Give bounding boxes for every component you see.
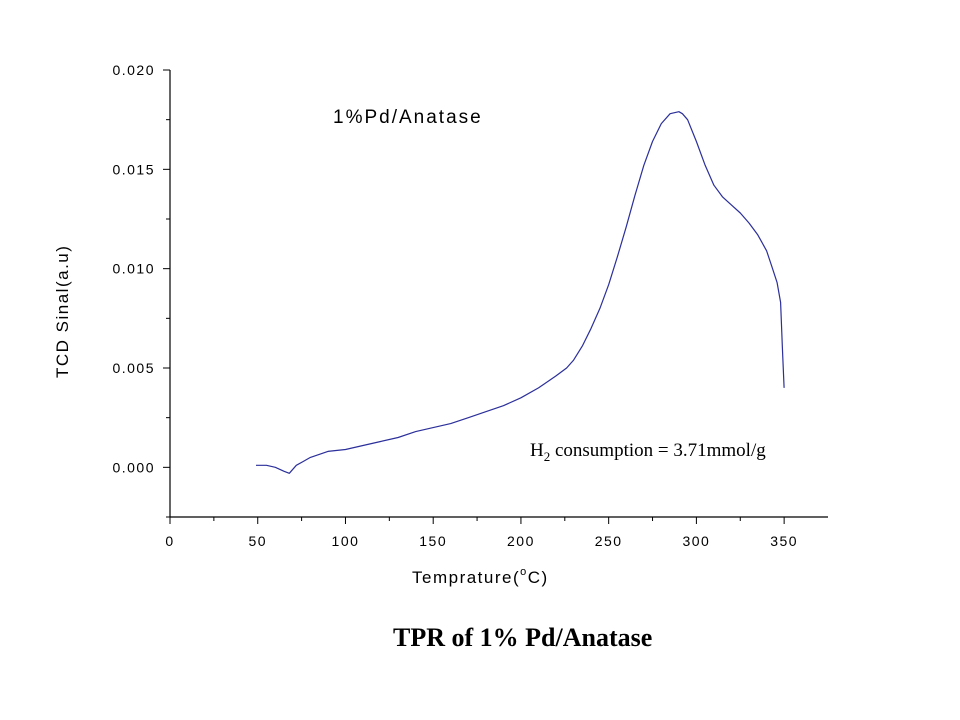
series-label: 1%Pd/Anatase xyxy=(333,107,483,128)
y-tick-label: 0.010 xyxy=(112,261,155,277)
x-axis: 0 50 100 150 200 250 300 350 xyxy=(165,517,798,549)
x-tick-label: 100 xyxy=(332,533,360,549)
x-axis-label-degree: o xyxy=(520,566,528,578)
y-tick-label: 0.005 xyxy=(112,360,155,376)
annotation-prefix: H xyxy=(530,440,544,461)
annotation-subscript: 2 xyxy=(544,449,551,464)
series-line-0 xyxy=(256,111,785,474)
x-tick-label: 300 xyxy=(682,533,710,549)
annotation-text: consumption = 3.71mmol/g xyxy=(550,440,766,461)
y-axis: 0.000 0.005 0.010 0.015 0.020 xyxy=(112,62,170,518)
y-tick-label: 0.000 xyxy=(112,459,155,475)
x-tick-label: 350 xyxy=(770,533,798,549)
x-tick-label: 0 xyxy=(165,533,174,549)
x-axis-label-text: Temprature( xyxy=(412,568,520,587)
series-layer xyxy=(256,111,785,474)
x-tick-label: 250 xyxy=(595,533,623,549)
x-tick-label: 150 xyxy=(419,533,447,549)
x-axis-label: Temprature(oC) xyxy=(412,566,549,587)
y-axis-label: TCD Sinal(a.u) xyxy=(53,245,72,378)
x-tick-label: 200 xyxy=(507,533,535,549)
x-axis-label-unit: C) xyxy=(528,568,549,587)
h2-consumption-annotation: H2 consumption = 3.71mmol/g xyxy=(530,440,766,464)
y-tick-label: 0.020 xyxy=(112,62,155,78)
y-tick-label: 0.015 xyxy=(112,161,155,177)
chart-caption: TPR of 1% Pd/Anatase xyxy=(393,623,652,652)
x-tick-label: 50 xyxy=(248,533,267,549)
plot-area xyxy=(169,70,828,518)
